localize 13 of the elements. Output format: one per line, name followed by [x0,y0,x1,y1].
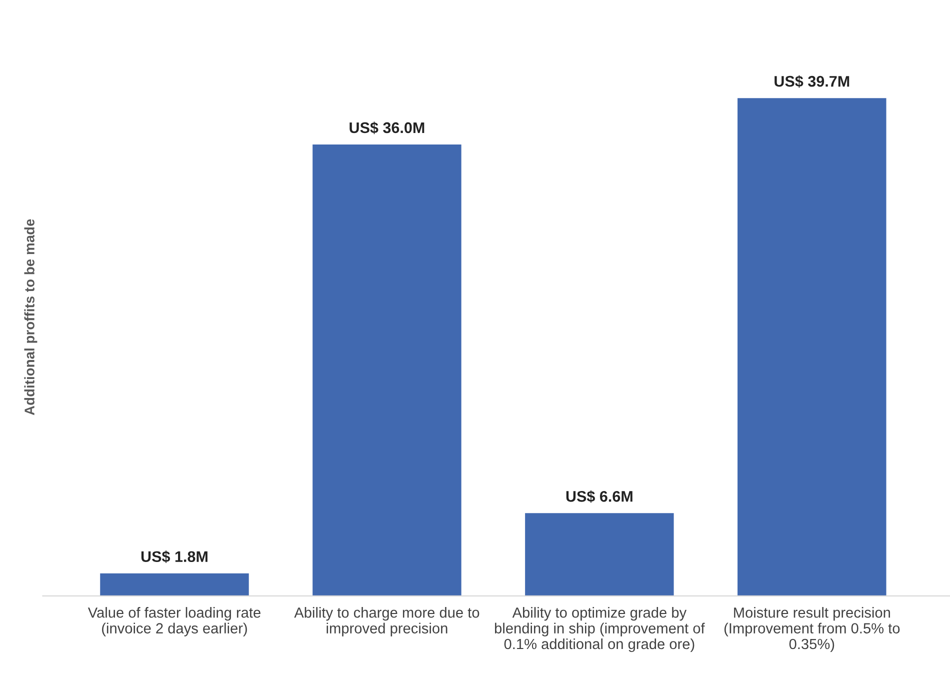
bar [525,513,674,596]
x-tick-label: Ability to charge more due to improved precision [294,607,480,636]
bar [312,144,462,596]
x-tick-label: Moisture result precision (Improvement from 0.5% to 0.35%) [724,607,900,652]
data-label: US$ 36.0M [350,122,424,134]
x-tick-label: Value of faster loading rate (invoice 2 days earlier) [88,607,260,636]
x-tick-label: Ability to optimize grade by blending in ship (improvement of 0.1% additional on grade ore) [494,607,705,652]
bar [100,573,249,596]
y-axis-title: Additional proffits to be made [24,219,38,416]
data-label: US$ 6.6M [566,490,632,503]
bar [738,98,886,596]
data-label: US$ 1.8M [141,550,208,563]
data-label: US$ 39.7M [774,75,850,88]
